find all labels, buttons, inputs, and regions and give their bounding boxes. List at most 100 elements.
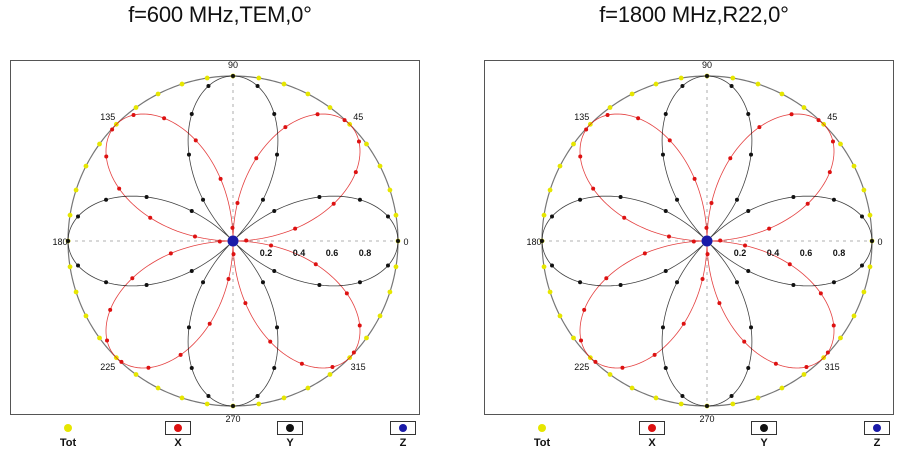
legend-item-y: Y	[272, 418, 308, 449]
series-point-x	[254, 156, 259, 161]
series-point-y	[357, 280, 362, 285]
series-point-tot	[557, 313, 563, 319]
series-point-x	[178, 352, 183, 357]
series-point-x	[579, 338, 584, 343]
radial-tick-label: 0.8	[833, 248, 846, 258]
series-point-y	[729, 393, 734, 398]
series-point-y	[255, 393, 260, 398]
series-point-tot	[678, 401, 684, 407]
series-point-x	[330, 364, 335, 369]
series-point-tot	[629, 91, 635, 97]
series-point-tot	[755, 81, 761, 87]
angle-tick-label: 180	[526, 237, 541, 247]
series-point-tot	[541, 264, 547, 270]
series-point-x	[293, 226, 298, 231]
chart-1-polar-plot: 0 45 90 135 180 225 270 315 0.2 0.4 0.6 0.8	[52, 60, 408, 424]
series-point-x	[787, 262, 792, 267]
legend-item-y: Y	[746, 418, 782, 449]
series-point-y	[675, 197, 680, 202]
angle-tick-label: 0	[877, 237, 882, 247]
series-point-tot	[867, 212, 873, 218]
series-point-x	[351, 350, 356, 355]
series-point-tot	[73, 187, 79, 193]
series-point-x	[269, 243, 274, 248]
series-point-y	[206, 393, 211, 398]
series-point-y	[396, 239, 400, 243]
series-point-tot	[653, 395, 659, 401]
series-point-x	[218, 176, 223, 181]
legend-item-x: X	[634, 418, 670, 449]
legend-label-z: Z	[399, 437, 407, 449]
series-point-tot	[851, 163, 857, 169]
series-point-y	[791, 283, 796, 288]
series-point-y	[749, 152, 754, 157]
series-point-x	[827, 170, 832, 175]
series-point-x	[243, 301, 248, 306]
series-point-tot	[851, 313, 857, 319]
series-point-x	[757, 125, 762, 130]
series-point-tot	[327, 372, 333, 377]
series-point-tot	[67, 212, 73, 218]
series-point-x	[642, 251, 647, 256]
series-point-tot	[387, 289, 393, 295]
series-point-x	[789, 112, 794, 117]
series-point-x	[168, 251, 173, 256]
series-point-x	[148, 215, 153, 220]
radial-tick-label: 0.2	[734, 248, 747, 258]
series-point-tot	[779, 385, 785, 391]
legend-label-x: X	[648, 437, 656, 449]
series-point-tot	[256, 401, 262, 407]
series-point-y	[870, 239, 874, 243]
angle-tick-label: 135	[574, 112, 589, 122]
series-point-x	[299, 361, 304, 366]
series-point-x	[283, 125, 288, 130]
series-point-x	[331, 201, 336, 206]
legend-marker-y	[277, 421, 303, 435]
series-point-x	[105, 338, 110, 343]
legend-marker-tot	[529, 421, 555, 435]
series-point-y	[144, 194, 149, 199]
series-point-tot	[377, 313, 383, 319]
series-point-tot	[838, 141, 843, 147]
series-point-y	[260, 280, 265, 285]
chart-2-plot-frame: 0 45 90 135 180 225 270 315 0.2 0.4 0.6 0.8	[484, 60, 894, 424]
series-point-y	[357, 197, 362, 202]
series-point-y	[746, 209, 751, 214]
series-point-x	[804, 364, 809, 369]
angle-tick-label: 270	[699, 414, 714, 424]
series-point-y	[663, 268, 668, 273]
series-point-x	[604, 276, 609, 281]
series-point-y	[104, 197, 109, 202]
legend-label-y: Y	[760, 437, 768, 449]
series-point-x	[268, 339, 273, 344]
series-point-x	[692, 176, 697, 181]
series-point-y	[791, 194, 796, 199]
series-point-y	[206, 84, 211, 89]
series-point-x	[357, 323, 362, 328]
series-point-x	[591, 186, 596, 191]
series-point-x	[830, 139, 835, 144]
legend-label-tot: Tot	[59, 437, 77, 449]
series-point-y	[540, 239, 544, 243]
series-point-y	[385, 263, 390, 268]
series-point-x	[342, 118, 347, 123]
series-point-tot	[281, 81, 287, 87]
angle-tick-label: 315	[351, 362, 366, 372]
series-point-y	[680, 393, 685, 398]
series-point-y	[663, 209, 668, 214]
series-point-x	[773, 361, 778, 366]
series-point-y	[260, 197, 265, 202]
series-point-tot	[653, 81, 659, 87]
series-point-x	[104, 154, 109, 159]
series-point-y	[663, 112, 668, 117]
series-point-y	[189, 365, 194, 370]
legend-item-x: X	[160, 418, 196, 449]
legend-label-tot: Tot	[533, 437, 551, 449]
series-point-tot	[73, 289, 79, 295]
series-point-y	[831, 197, 836, 202]
series-point-tot	[607, 105, 613, 110]
legend-item-z: Z	[385, 418, 421, 449]
series-point-y	[189, 112, 194, 117]
legend-marker-x	[639, 421, 665, 435]
series-point-tot	[730, 75, 736, 81]
